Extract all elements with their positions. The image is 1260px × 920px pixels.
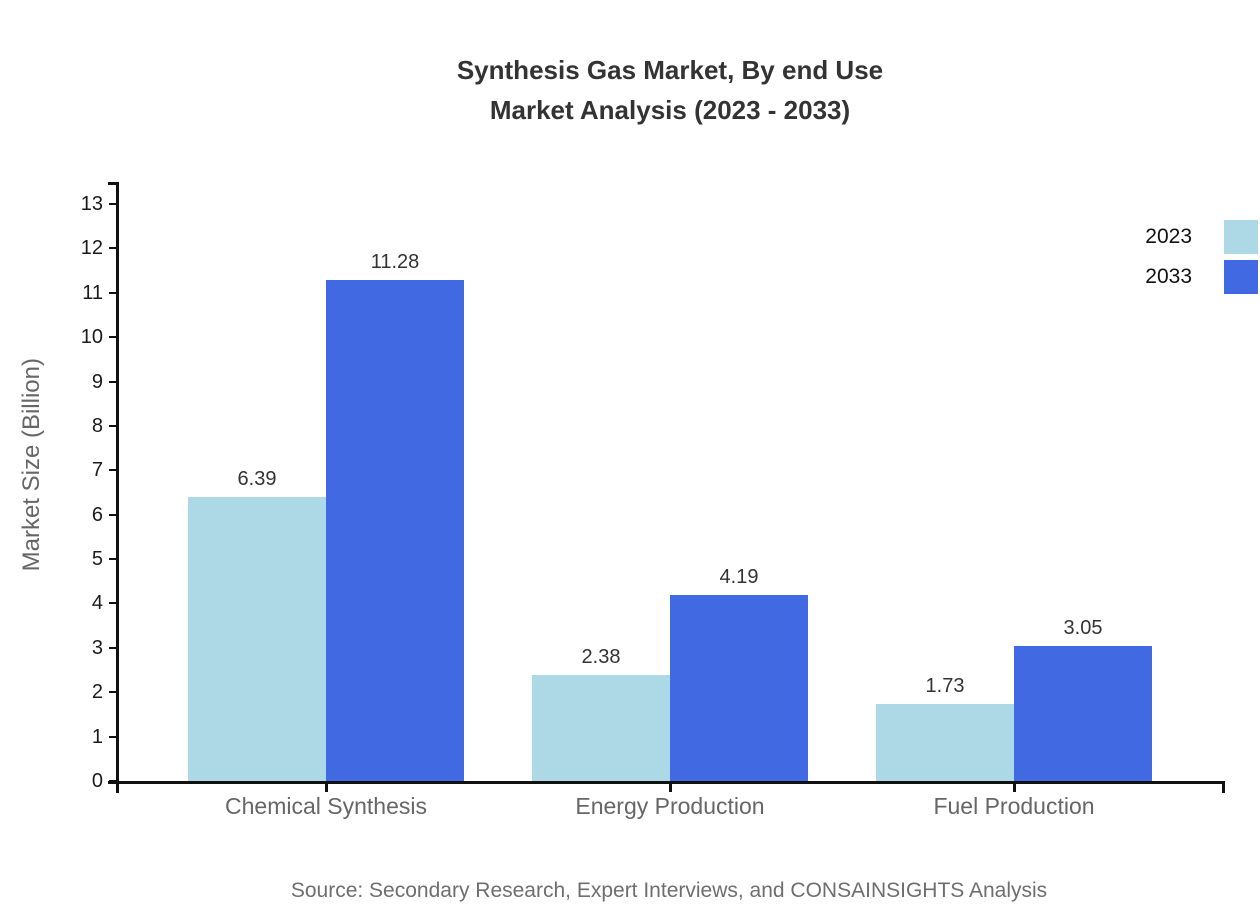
legend-swatch-2033	[1224, 259, 1258, 294]
y-tick-mark	[109, 247, 118, 250]
y-tick-mark	[109, 646, 118, 649]
y-tick-mark	[109, 602, 118, 605]
bar-2023-energy-production	[532, 675, 670, 781]
y-tick-label: 10	[80, 326, 103, 349]
y-tick-mark	[109, 380, 118, 383]
legend-item-2033: 2033	[1145, 259, 1258, 294]
y-tick-mark	[109, 513, 118, 516]
x-tick-mark	[1013, 782, 1016, 792]
bar-2023-chemical-synthesis	[188, 497, 326, 781]
bar-2033-energy-production	[670, 595, 808, 781]
bar-value-label: 6.39	[237, 468, 277, 491]
x-axis-line	[108, 781, 1225, 784]
y-tick-label: 2	[91, 681, 103, 704]
category-label: Fuel Production	[933, 793, 1095, 819]
y-tick-label: 1	[91, 725, 103, 748]
y-tick-label: 7	[91, 459, 103, 482]
y-tick-mark	[109, 203, 118, 205]
bar-value-label: 1.73	[925, 675, 965, 698]
y-tick-label: 6	[91, 503, 103, 526]
y-axis-top-cap	[108, 182, 119, 185]
y-tick-label: 0	[91, 770, 103, 792]
category-label: Chemical Synthesis	[225, 793, 427, 819]
y-tick-mark	[109, 424, 118, 427]
legend-label-2033: 2033	[1145, 264, 1192, 288]
y-tick-mark	[109, 780, 118, 782]
y-tick-mark	[109, 291, 118, 294]
legend-label-2023: 2023	[1145, 224, 1192, 248]
category-label: Energy Production	[575, 793, 765, 819]
bar-value-label: 4.19	[719, 566, 759, 589]
y-tick-label: 4	[91, 592, 103, 615]
y-tick-label: 8	[91, 414, 103, 437]
source-note: Source: Secondary Research, Expert Inter…	[290, 879, 1048, 902]
bar-value-label: 2.38	[581, 646, 621, 669]
y-tick-mark	[109, 469, 118, 472]
bar-2033-chemical-synthesis	[326, 280, 464, 781]
bar-2023-fuel-production	[876, 704, 1014, 781]
y-tick-mark	[109, 735, 118, 738]
y-tick-label: 9	[91, 370, 103, 393]
y-tick-mark	[109, 336, 118, 339]
x-axis-right-cap	[1222, 781, 1225, 793]
y-tick-label: 12	[80, 237, 103, 260]
bar-2033-fuel-production	[1014, 645, 1152, 781]
y-tick-label: 5	[91, 548, 103, 571]
y-tick-label: 3	[91, 636, 103, 659]
y-tick-mark	[109, 691, 118, 694]
legend-swatch-2023	[1224, 219, 1258, 254]
bar-value-label: 3.05	[1063, 616, 1103, 639]
y-tick-label: 13	[80, 193, 103, 215]
chart-title: Synthesis Gas Market, By end Use Market …	[85, 50, 1255, 130]
chart-title-line1: Synthesis Gas Market, By end Use	[456, 55, 884, 85]
bar-value-label: 11.28	[370, 251, 420, 274]
chart-title-line2: Market Analysis (2023 - 2033)	[489, 95, 851, 125]
x-tick-mark	[669, 782, 672, 792]
y-tick-label: 11	[82, 281, 103, 304]
y-axis-line	[116, 182, 119, 793]
y-tick-mark	[109, 558, 118, 561]
x-tick-mark	[325, 782, 328, 792]
legend-item-2023: 2023	[1145, 219, 1258, 254]
